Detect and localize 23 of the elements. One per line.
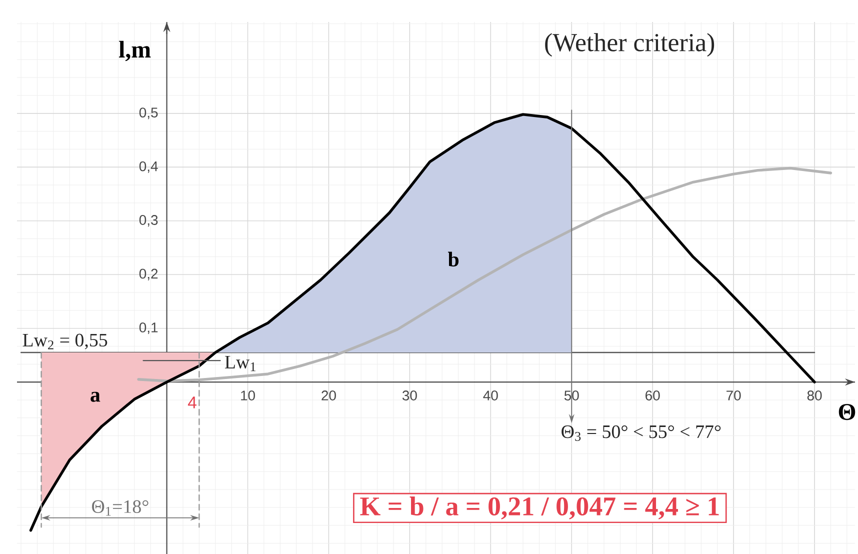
annotation: 4 — [188, 396, 196, 408]
annotation: K = b / a = 0,21 / 0,047 = 4,4 ≥ 1 — [360, 496, 719, 520]
annotation: Θ$_{1}$=18° — [92, 500, 148, 516]
y-tick-label: 0,5 — [139, 108, 158, 120]
series-label: b — [448, 252, 459, 267]
x-tick-label: 10 — [241, 390, 255, 400]
x-tick-label: 70 — [726, 390, 741, 400]
x-tick-label: 30 — [402, 390, 417, 400]
series-label: a — [90, 392, 100, 402]
series-label: Lw$_{1}$ — [224, 356, 256, 372]
x-tick-label: 80 — [807, 390, 822, 400]
y-tick-label: 0,2 — [139, 268, 158, 280]
y-tick-label: 0,4 — [139, 161, 158, 173]
annotation: Θ$_{3}$ = 50° < 55° < 77° — [562, 425, 721, 441]
x-tick-label: 60 — [646, 390, 660, 400]
chart-title: (Wether criteria) — [545, 33, 714, 57]
series-label: Lw$_{2}$ = 0,55 — [22, 334, 108, 350]
y-tick-label: 0,1 — [139, 322, 158, 334]
x-tick-label: 40 — [483, 390, 498, 400]
y-tick-label: 0,3 — [139, 215, 158, 227]
y-axis-title: l,m — [118, 40, 151, 62]
x-axis-title: Θ — [838, 404, 856, 420]
x-tick-label: 20 — [322, 390, 336, 400]
